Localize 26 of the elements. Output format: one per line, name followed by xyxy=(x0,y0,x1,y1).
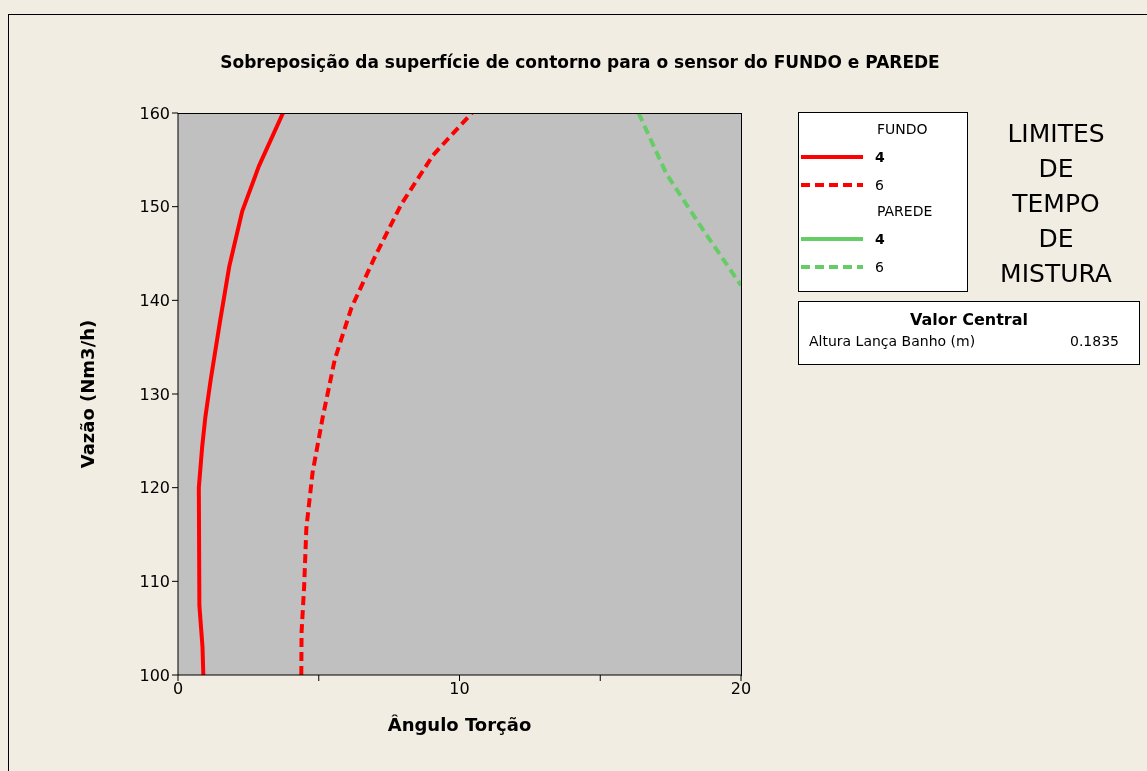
line-series xyxy=(299,113,474,675)
x-tick-label: 10 xyxy=(449,679,470,699)
legend-label: 4 xyxy=(875,231,885,247)
legend-label: 6 xyxy=(875,177,884,193)
line-series xyxy=(636,113,741,288)
legend-label: 4 xyxy=(875,149,885,165)
legend-title: LIMITES DE TEMPO DE MISTURA xyxy=(999,118,1113,290)
y-axis-title: Vazão (Nm3/h) xyxy=(77,319,99,469)
x-axis-title: Ângulo Torção xyxy=(387,714,532,735)
y-tick-label: 140 xyxy=(139,291,170,311)
y-tick-label: 160 xyxy=(139,103,170,123)
y-tick-label: 110 xyxy=(139,572,170,592)
legend-label: 6 xyxy=(875,259,884,275)
y-tick-label: 150 xyxy=(139,197,170,217)
chart-title: Sobreposição da superfície de contorno para o sensor do FUNDO e PAREDE xyxy=(219,52,941,72)
x-tick-label: 0 xyxy=(172,679,184,699)
text: PAREDE xyxy=(876,203,934,221)
line-series xyxy=(196,113,285,675)
text: FUNDO xyxy=(876,121,929,139)
text: Valor Central xyxy=(908,310,1029,329)
y-tick-label: 130 xyxy=(139,384,170,404)
text: Altura Lança Banho (m) xyxy=(809,333,976,349)
x-tick-label: 20 xyxy=(730,679,752,699)
y-tick-label: 100 xyxy=(139,665,170,685)
text: 0.1835 xyxy=(1070,333,1119,349)
y-tick-label: 120 xyxy=(139,478,170,498)
